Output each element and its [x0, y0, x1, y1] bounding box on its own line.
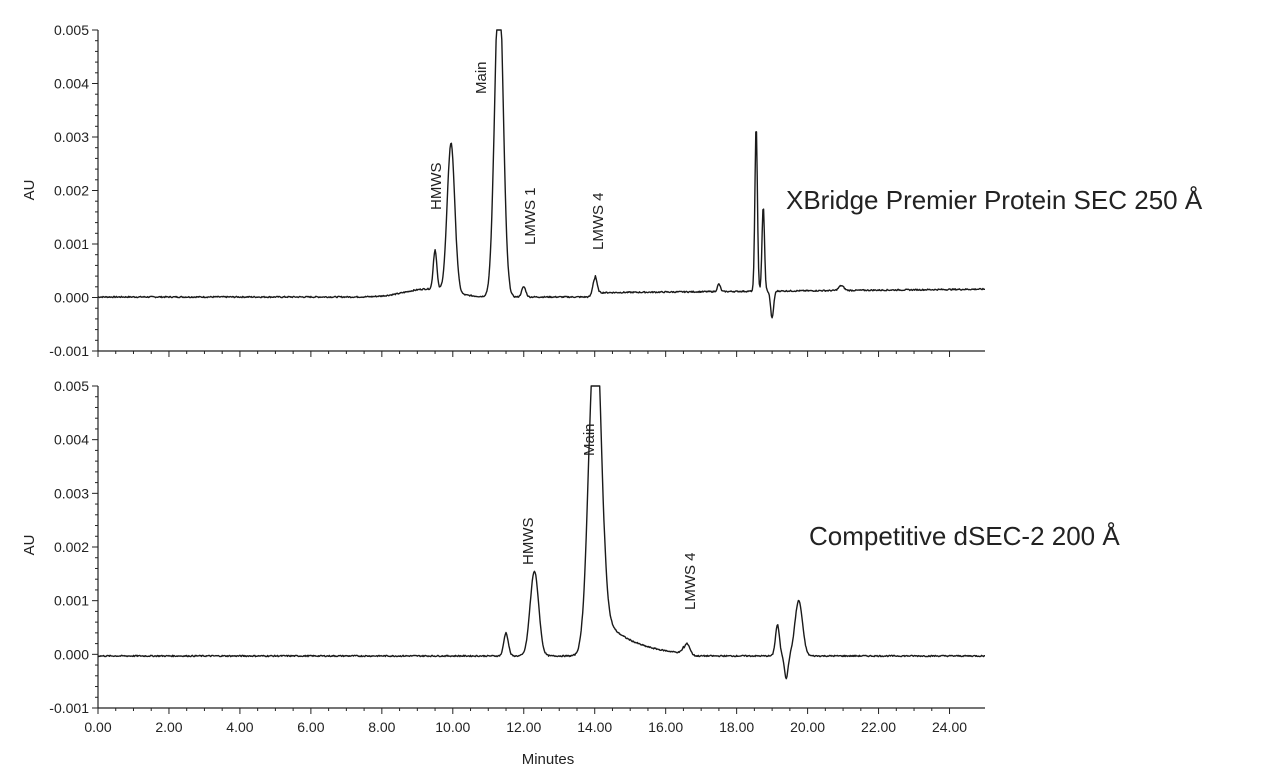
bottom-x-tick-label: 20.00	[790, 719, 825, 735]
bottom-y-tick-label: -0.001	[49, 700, 89, 716]
bottom-x-tick-label: 6.00	[297, 719, 324, 735]
bottom-y-tick-label: 0.000	[54, 646, 89, 662]
top-peak-label-hmws: HMWS	[428, 163, 445, 211]
bottom-x-tick-label: 22.00	[861, 719, 896, 735]
top-x-minor-ticks	[97, 351, 951, 357]
bottom-x-tick-label: 12.00	[506, 719, 541, 735]
bottom-y-tick-label: 0.005	[54, 378, 89, 394]
top-y-tick-label: 0.004	[54, 76, 89, 92]
top-y-tick-label: 0.003	[54, 129, 89, 145]
bottom-y-tick-label: 0.002	[54, 539, 89, 555]
top-peak-label-lmws-4: LMWS 4	[590, 192, 607, 250]
bottom-x-tick-label: 16.00	[648, 719, 683, 735]
bottom-x-tick-label: 18.00	[719, 719, 754, 735]
bottom-x-tick-label: 0.00	[84, 719, 111, 735]
top-y-tick-label: 0.000	[54, 290, 89, 306]
bottom-x-tick-label: 14.00	[577, 719, 612, 735]
top-peak-label-lmws-1: LMWS 1	[522, 187, 539, 245]
bottom-y-axis-title: AU	[21, 535, 38, 556]
x-axis-title: Minutes	[522, 751, 575, 768]
bottom-chromatogram-trace	[97, 385, 985, 680]
bottom-peak-label-lmws-4: LMWS 4	[682, 552, 699, 610]
top-y-tick-label: -0.001	[49, 343, 89, 359]
bottom-y-tick-label: 0.001	[54, 593, 89, 609]
bottom-y-ticks: -0.001 0.000 0.001 0.002 0.003 0.004 0.005	[49, 378, 98, 716]
top-y-tick-label: 0.005	[54, 22, 89, 38]
bottom-panel-title: Competitive dSEC-2 200 Å	[809, 521, 1120, 551]
bottom-y-tick-label: 0.003	[54, 485, 89, 501]
bottom-x-tick-label: 10.00	[435, 719, 470, 735]
bottom-y-tick-label: 0.004	[54, 432, 89, 448]
bottom-peak-label-hmws: HMWS	[520, 518, 537, 566]
bottom-x-tick-label: 2.00	[155, 719, 182, 735]
top-peak-label-main: Main	[473, 61, 490, 94]
top-y-ticks: -0.001 0.000 0.001 0.002 0.003 0.004 0.005	[49, 22, 98, 359]
top-y-tick-label: 0.002	[54, 183, 89, 199]
bottom-x-tick-label: 8.00	[368, 719, 395, 735]
top-chromatogram-trace	[97, 29, 985, 319]
bottom-peak-label-main: Main	[581, 423, 598, 456]
bottom-x-tick-label: 4.00	[226, 719, 253, 735]
top-y-axis-title: AU	[21, 180, 38, 201]
top-panel-title: XBridge Premier Protein SEC 250 Å	[786, 185, 1203, 215]
bottom-x-ticks: 0.00 2.00 4.00 6.00 8.00 10.00 12.00 14.00 16.00…	[84, 708, 967, 735]
bottom-x-tick-label: 24.00	[932, 719, 967, 735]
top-y-tick-label: 0.001	[54, 236, 89, 252]
panel-bottom: -0.001 0.000 0.001 0.002 0.003 0.004 0.005 0.0…	[21, 378, 1120, 768]
